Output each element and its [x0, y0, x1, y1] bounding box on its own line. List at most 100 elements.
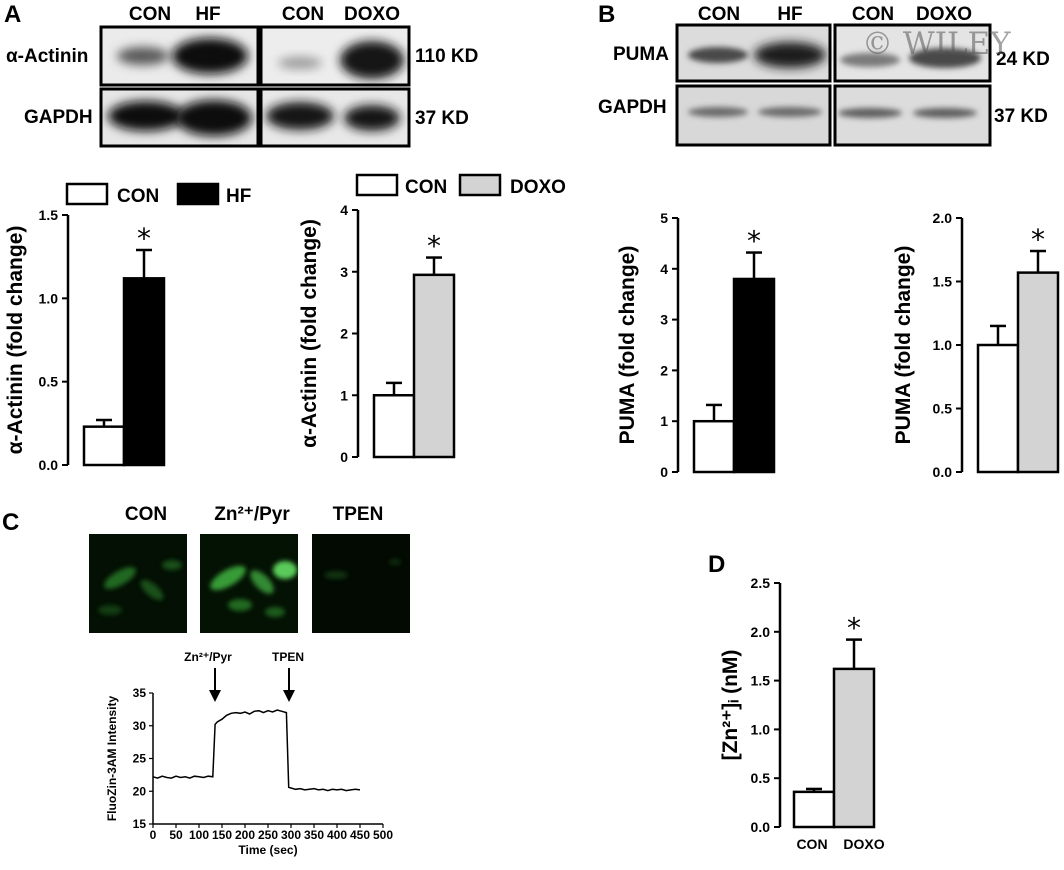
bar-chart-b-hf: 0 1 2 3 4 5 PUMA (fold change) * — [616, 210, 776, 480]
y-tick-label: 4 — [660, 261, 668, 277]
fluorescence-image-tpen — [312, 534, 410, 633]
blot-a-lane-label: CON — [282, 4, 324, 25]
blot-a-band-size: 37 KD — [415, 108, 469, 129]
y-tick-label: 1.5 — [933, 274, 953, 290]
y-tick-label: 0.0 — [39, 457, 59, 473]
legend-swatch-con — [65, 182, 109, 206]
legend-label: HF — [226, 186, 251, 207]
y-tick-label: 0 — [660, 464, 668, 480]
y-tick-label: 1.0 — [39, 290, 59, 306]
intensity-trace — [152, 709, 361, 792]
watermark: © WILEY — [862, 26, 1011, 62]
y-tick-label: 1 — [660, 413, 668, 429]
x-tick-label: 450 — [350, 828, 370, 842]
legend-swatch-doxo — [458, 173, 502, 197]
legend-a-hf: CON HF — [65, 182, 251, 207]
significance-marker: * — [137, 222, 151, 255]
y-tick-label: 35 — [133, 686, 147, 700]
y-tick-label: 2.5 — [751, 575, 771, 591]
panel-letter-d: D — [708, 551, 725, 578]
y-axis-label: [Zn²⁺]ᵢ (nM) — [719, 650, 742, 761]
bar-doxo — [412, 273, 456, 459]
y-tick-label: 3 — [660, 312, 668, 328]
y-tick-label: 0.0 — [751, 819, 771, 835]
category-label: CON — [796, 836, 827, 852]
y-tick-label: 2 — [660, 362, 668, 378]
y-tick-label: 2.0 — [751, 624, 771, 640]
y-tick-label: 1 — [340, 387, 348, 403]
y-axis-label: α-Actinin (fold change) — [4, 226, 27, 455]
y-tick-label: 15 — [133, 817, 147, 831]
arrow-label-zinc: Zn²⁺/Pyr — [184, 650, 232, 664]
fluorescence-image-zinc — [200, 534, 298, 633]
y-tick-label: 25 — [133, 752, 147, 766]
significance-marker: * — [427, 230, 441, 263]
x-tick-label: 300 — [281, 828, 301, 842]
category-label: DOXO — [843, 836, 884, 852]
legend-swatch-hf — [176, 182, 220, 206]
bar-hf — [122, 277, 166, 467]
y-tick-label: 2.0 — [933, 210, 953, 226]
y-axis-label: PUMA (fold change) — [616, 246, 639, 445]
x-tick-label: 350 — [304, 828, 324, 842]
legend-label: CON — [405, 177, 447, 198]
blot-b-band-size: 24 KD — [996, 49, 1050, 70]
y-tick-label: 30 — [133, 719, 147, 733]
blot-a-lane-label: CON — [129, 4, 171, 25]
x-tick-label: 50 — [169, 828, 183, 842]
bar-doxo — [1016, 271, 1060, 474]
y-tick-label: 0.0 — [933, 464, 953, 480]
legend-label: DOXO — [510, 177, 566, 198]
bar-con — [976, 343, 1020, 474]
bar-doxo — [832, 667, 876, 829]
y-axis-label: α-Actinin (fold change) — [298, 219, 321, 448]
x-tick-label: 200 — [235, 828, 255, 842]
y-tick-label: 0.5 — [39, 374, 59, 390]
blot-a-band-size: 110 KD — [415, 46, 478, 67]
y-tick-label: 0.5 — [933, 401, 953, 417]
bar-con — [792, 790, 836, 829]
panel-letter-a: A — [4, 1, 21, 28]
panel-letter-b: B — [598, 1, 615, 28]
bar-chart-a-doxo: 0 1 2 3 4 α-Actinin (fold change) * — [298, 202, 456, 465]
bar-con — [82, 425, 126, 467]
y-axis-label: PUMA (fold change) — [892, 246, 915, 445]
blot-a-band-label: GAPDH — [24, 107, 93, 128]
bar-con — [372, 394, 416, 459]
y-tick-label: 3 — [340, 264, 348, 280]
y-tick-label: 1.5 — [39, 207, 59, 223]
blot-a-band-label: α-Actinin — [6, 46, 88, 67]
bar-con — [692, 419, 736, 474]
bar-chart-b-doxo: 0.0 0.5 1.0 1.5 2.0 PUMA (fold change) * — [892, 210, 1060, 480]
blot-a-membrane — [99, 25, 411, 148]
bar-chart-d-zinc: 0.0 0.5 1.0 1.5 2.0 2.5 [Zn²⁺]ᵢ (nM) CON * DOXO — [719, 575, 885, 852]
significance-marker: * — [847, 612, 861, 645]
panel-letter-c: C — [2, 509, 19, 536]
blot-b-band-size: 37 KD — [994, 106, 1048, 127]
blot-a-lane-label: DOXO — [344, 4, 400, 25]
image-label: TPEN — [333, 504, 384, 525]
legend-swatch-con — [355, 173, 399, 197]
blot-b-lane-label: DOXO — [916, 4, 972, 25]
y-tick-label: 2 — [340, 326, 348, 342]
y-tick-label: 20 — [133, 784, 147, 798]
y-tick-label: 1.0 — [933, 337, 953, 353]
x-axis-label: Time (sec) — [238, 843, 297, 857]
y-tick-label: 1.5 — [751, 673, 771, 689]
image-label: Zn²⁺/Pyr — [214, 504, 290, 525]
significance-marker: * — [747, 225, 761, 258]
bar-hf — [732, 277, 776, 474]
blot-b-lane-label: HF — [777, 4, 802, 25]
y-tick-label: 0 — [340, 449, 348, 465]
x-tick-label: 250 — [258, 828, 278, 842]
y-tick-label: 1.0 — [751, 721, 771, 737]
bar-chart-a-hf: 0.0 0.5 1.0 1.5 α-Actinin (fold change) * — [4, 207, 166, 473]
fluorescence-image-con — [89, 534, 187, 633]
x-tick-label: 400 — [327, 828, 347, 842]
blot-b-band-label: PUMA — [613, 44, 669, 65]
arrow-label-tpen: TPEN — [272, 650, 304, 664]
y-axis-label: FluoZin-3AM Intensity — [105, 696, 119, 822]
blot-b-band-label: GAPDH — [598, 97, 667, 118]
